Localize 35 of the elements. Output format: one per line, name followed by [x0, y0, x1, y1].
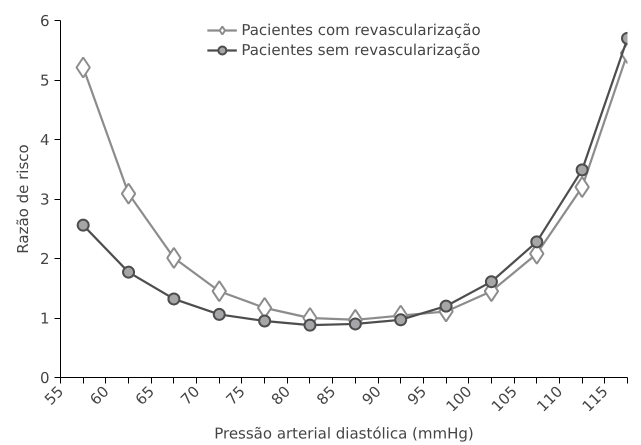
point — [167, 292, 180, 306]
y-tick-label: 6 — [40, 12, 50, 30]
point — [122, 266, 136, 279]
point — [166, 246, 182, 269]
point — [440, 300, 453, 313]
x-axis-title: Pressão arterial diastólica (mmHg) — [214, 424, 474, 443]
point — [576, 163, 589, 176]
point — [212, 308, 226, 321]
y-tick-label: 1 — [40, 310, 50, 328]
x-tick-label: 105 — [488, 382, 521, 416]
point — [258, 314, 272, 328]
legend-label: Pacientes sem revascularização — [241, 41, 480, 59]
x-tick-label: 115 — [578, 382, 612, 416]
x-tick-label: 65 — [132, 382, 158, 409]
x-tick-label: 90 — [358, 382, 385, 409]
x-tick-label: 95 — [404, 382, 430, 409]
y-axis-title: Razão de risco — [14, 144, 32, 254]
y-tick-label: 5 — [40, 72, 50, 90]
point — [303, 318, 316, 332]
x-tick-label: 70 — [177, 382, 204, 409]
x-tick-label: 75 — [222, 382, 249, 409]
x-tick-label: 110 — [533, 382, 566, 416]
x-tick-label: 100 — [442, 382, 476, 416]
x-tick-label: 60 — [86, 382, 113, 409]
x-tick-label: 80 — [268, 382, 294, 409]
legend-label: Pacientes com revascularização — [241, 21, 481, 39]
point — [484, 275, 498, 288]
y-tick-label: 2 — [40, 250, 50, 268]
point — [120, 182, 136, 205]
point — [76, 218, 90, 232]
y-tick-label: 4 — [40, 131, 50, 149]
point — [530, 235, 544, 248]
point — [574, 176, 590, 198]
x-tick-label: 85 — [313, 382, 340, 409]
y-tick-label: 3 — [40, 190, 50, 208]
